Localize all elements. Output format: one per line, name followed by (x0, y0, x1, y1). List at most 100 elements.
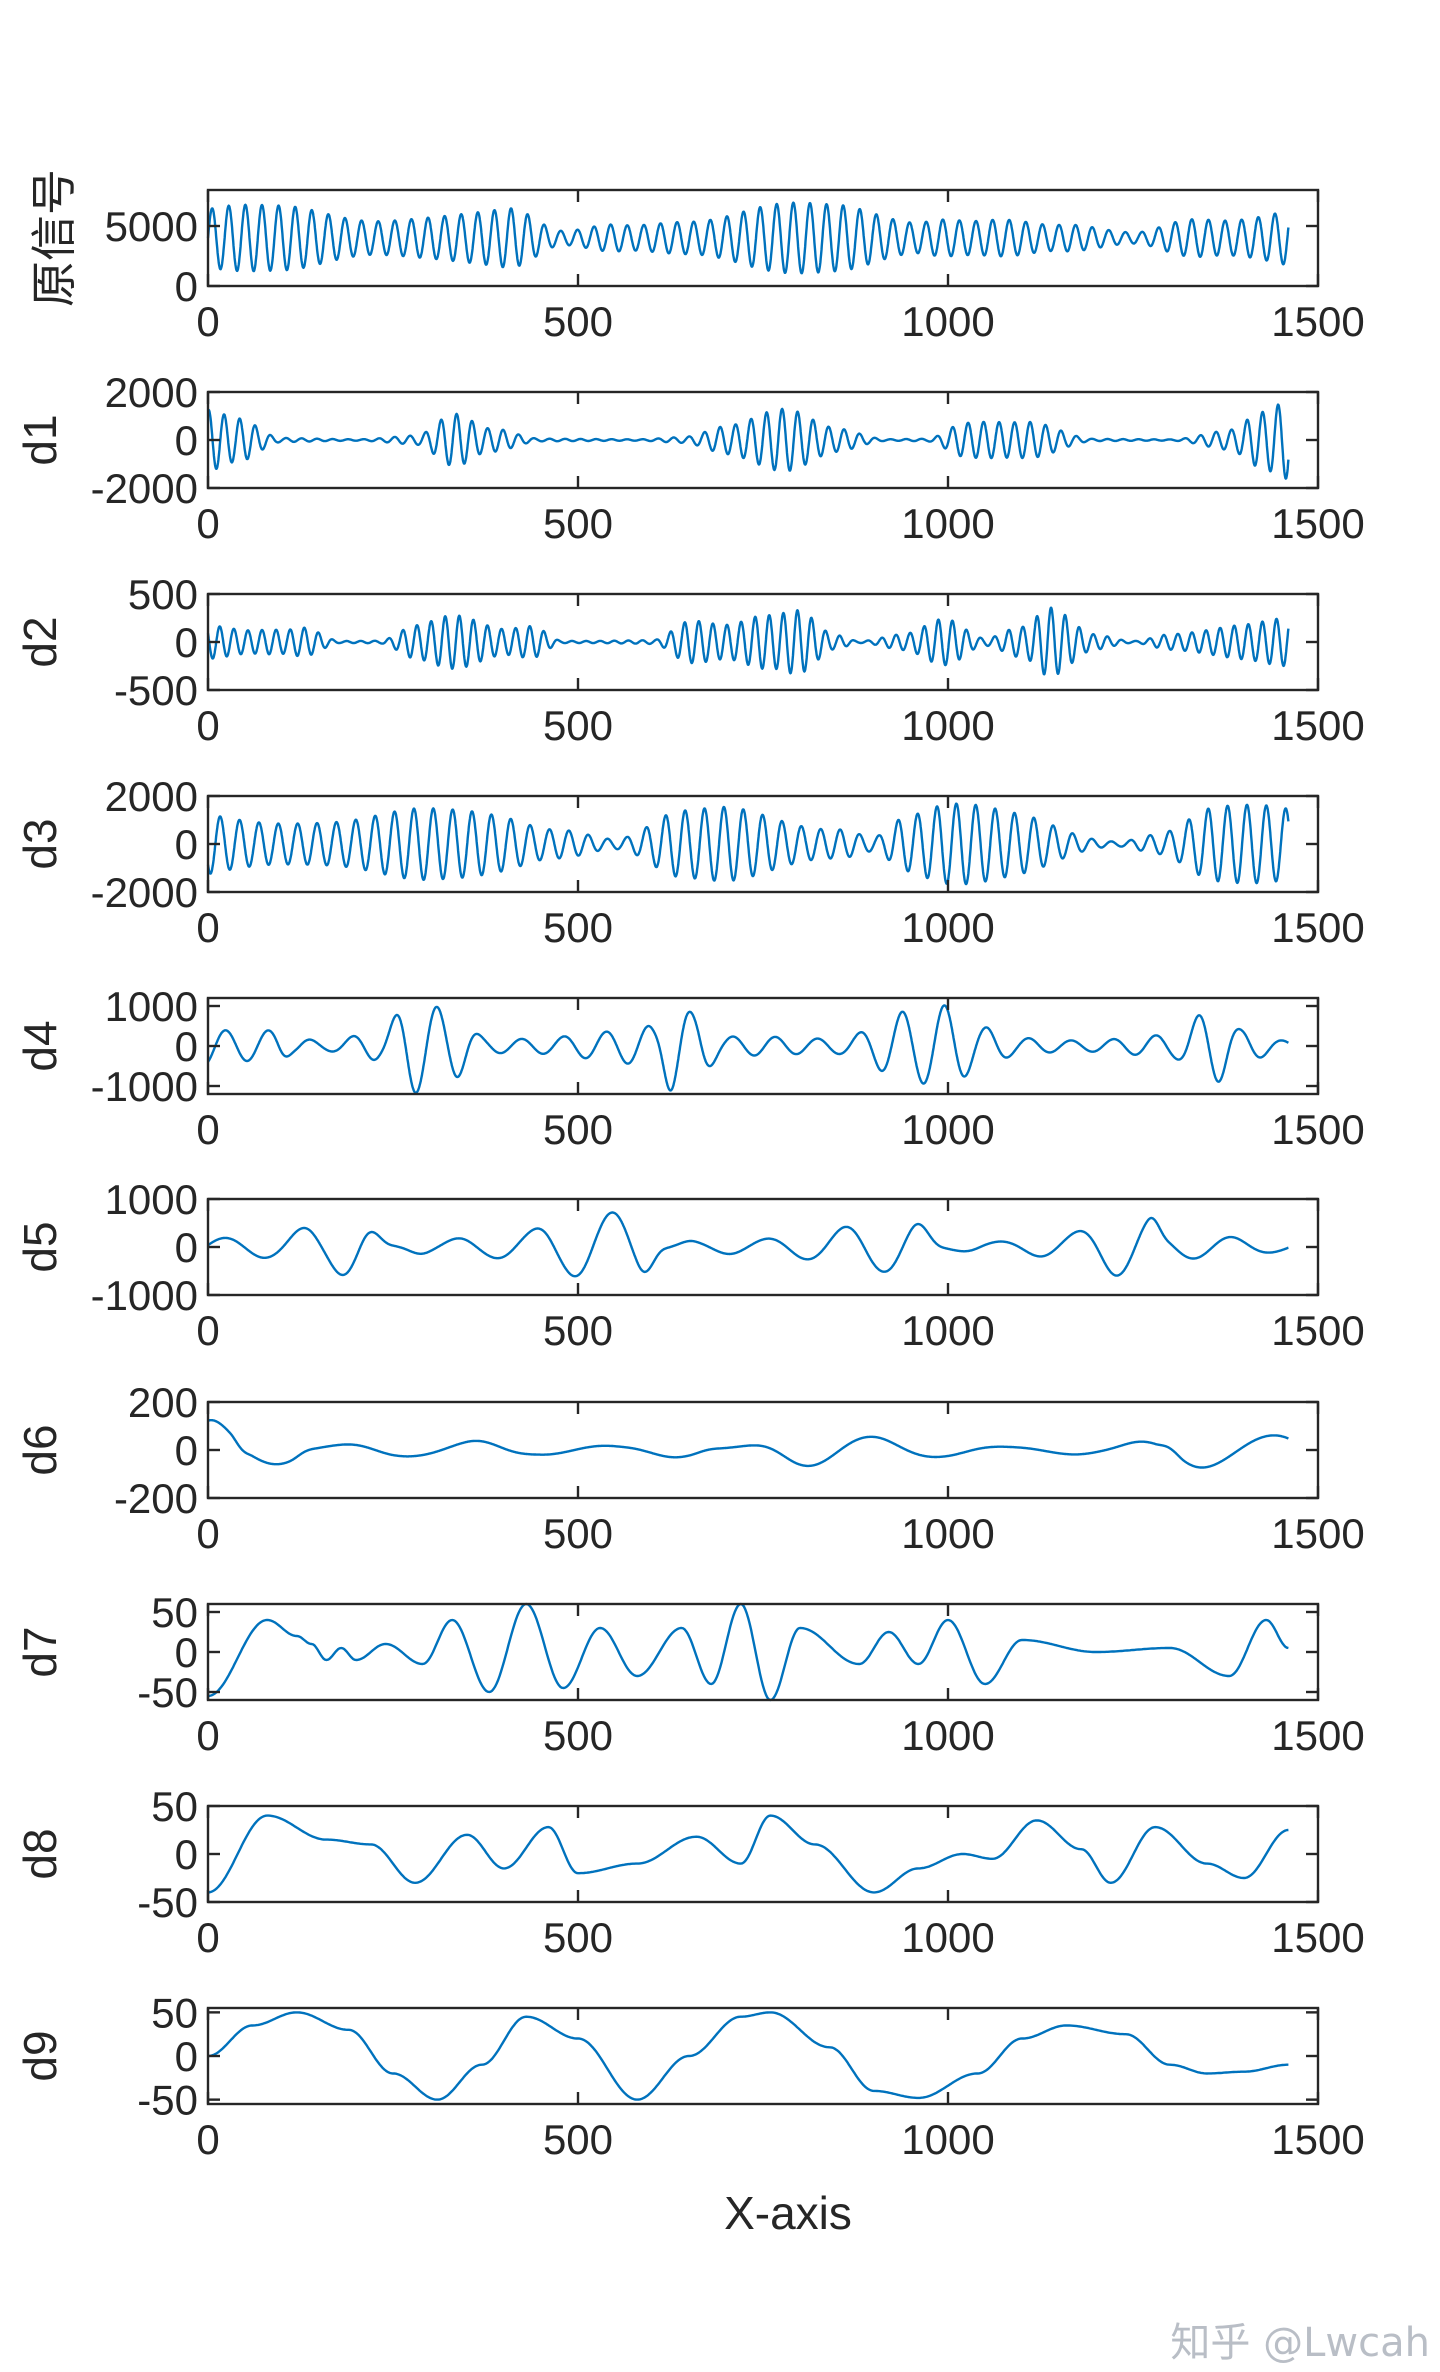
y-tick-label: 200 (128, 1379, 198, 1426)
x-tick-label: 500 (543, 1307, 613, 1354)
y-axis-label: d9 (14, 2030, 66, 2081)
x-tick-label: 0 (196, 702, 219, 749)
x-tick-label: 1000 (901, 1712, 994, 1759)
x-tick-label: 500 (543, 298, 613, 345)
y-axis-label: d3 (14, 818, 66, 869)
y-tick-label: 0 (175, 1224, 198, 1271)
y-axis-label: d6 (14, 1424, 66, 1475)
y-tick-label: -50 (137, 1879, 198, 1926)
x-tick-label: 1500 (1271, 1712, 1364, 1759)
x-tick-label: 500 (543, 500, 613, 547)
y-axis-label: 原信号 (28, 169, 80, 307)
y-tick-label: -50 (137, 1669, 198, 1716)
x-tick-label: 0 (196, 1106, 219, 1153)
x-tick-label: 0 (196, 904, 219, 951)
y-tick-label: 0 (175, 619, 198, 666)
y-tick-label: 5000 (105, 203, 198, 250)
y-tick-label: 0 (175, 1629, 198, 1676)
y-tick-label: -2000 (91, 465, 198, 512)
y-tick-label: 0 (175, 2033, 198, 2080)
x-tick-label: 500 (543, 1510, 613, 1557)
y-tick-label: -500 (114, 667, 198, 714)
x-tick-label: 1500 (1271, 1307, 1364, 1354)
series-line (207, 1418, 1290, 1469)
x-tick-label: 1500 (1271, 1914, 1364, 1961)
x-tick-label: 1000 (901, 702, 994, 749)
series-line (207, 2011, 1289, 2101)
y-tick-label: 0 (175, 1023, 198, 1070)
subplot-1: 0 500 1000 1500 0 5000 原信号 (28, 169, 1365, 345)
x-tick-label: 1000 (901, 904, 994, 951)
x-tick-label: 1000 (901, 1914, 994, 1961)
watermark: 知乎 @Lwcah (1170, 2320, 1430, 2366)
x-tick-label: 0 (196, 1510, 219, 1557)
y-tick-label: 50 (151, 1989, 198, 2036)
x-tick-label: 500 (543, 2116, 613, 2163)
y-tick-label: 0 (175, 1427, 198, 1474)
x-tick-label: 0 (196, 1712, 219, 1759)
x-tick-label: 0 (196, 1914, 219, 1961)
y-tick-label: 1000 (105, 983, 198, 1030)
series-line (207, 1004, 1290, 1095)
y-tick-label: 0 (175, 821, 198, 868)
series-line (206, 403, 1290, 480)
y-tick-label: -1000 (91, 1272, 198, 1319)
x-tick-label: 1000 (901, 1106, 994, 1153)
y-tick-label: 0 (175, 263, 198, 310)
x-tick-label: 1500 (1271, 298, 1364, 345)
x-tick-label: 0 (196, 2116, 219, 2163)
y-tick-label: -50 (137, 2077, 198, 2124)
y-tick-label: 50 (151, 1589, 198, 1636)
x-tick-label: 1500 (1271, 702, 1364, 749)
series-line (206, 201, 1290, 275)
y-axis-label: d1 (14, 414, 66, 465)
series-line (206, 606, 1290, 676)
x-tick-label: 1000 (901, 298, 994, 345)
y-tick-label: 0 (175, 1831, 198, 1878)
series-line (206, 802, 1290, 886)
y-axis-label: d8 (14, 1828, 66, 1879)
series-line (207, 1211, 1290, 1278)
x-tick-label: 500 (543, 1712, 613, 1759)
y-tick-label: -2000 (91, 869, 198, 916)
x-axis-label: X-axis (724, 2187, 852, 2239)
x-tick-label: 1000 (901, 1307, 994, 1354)
y-tick-label: -1000 (91, 1063, 198, 1110)
x-tick-label: 1500 (1271, 1510, 1364, 1557)
y-axis-label: d7 (14, 1626, 66, 1677)
y-axis-label: d5 (14, 1221, 66, 1272)
x-tick-label: 1500 (1271, 2116, 1364, 2163)
y-axis-label: d4 (14, 1020, 66, 1071)
x-tick-label: 1500 (1271, 1106, 1364, 1153)
x-tick-label: 0 (196, 500, 219, 547)
x-tick-label: 500 (543, 904, 613, 951)
x-tick-label: 500 (543, 702, 613, 749)
y-tick-label: 50 (151, 1783, 198, 1830)
x-tick-label: 0 (196, 1307, 219, 1354)
x-tick-label: 1000 (901, 500, 994, 547)
y-tick-label: 500 (128, 571, 198, 618)
y-tick-label: 0 (175, 417, 198, 464)
x-tick-label: 1000 (901, 2116, 994, 2163)
y-tick-label: -200 (114, 1475, 198, 1522)
x-tick-label: 1500 (1271, 904, 1364, 951)
y-axis-label: d2 (14, 616, 66, 667)
series-line (207, 1602, 1289, 1702)
y-tick-label: 2000 (105, 773, 198, 820)
x-tick-label: 500 (543, 1106, 613, 1153)
y-tick-label: 1000 (105, 1176, 198, 1223)
x-tick-label: 1500 (1271, 500, 1364, 547)
axes-box (206, 188, 1320, 288)
